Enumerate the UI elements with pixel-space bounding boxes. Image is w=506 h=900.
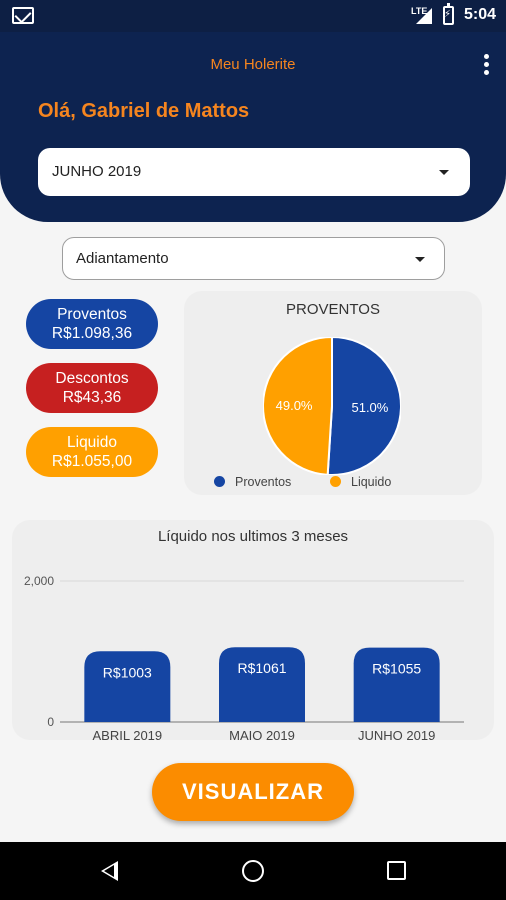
bar-data-label: R$1055	[372, 661, 421, 677]
proventos-badge: Proventos R$1.098,36	[26, 299, 158, 349]
visualizar-button[interactable]: VISUALIZAR	[152, 763, 354, 821]
bar-data-label: R$1003	[103, 664, 152, 680]
legend-label-proventos: Proventos	[235, 475, 292, 489]
dropdown-arrow-icon	[439, 170, 449, 175]
liquido-badge: Liquido R$1.055,00	[26, 427, 158, 477]
greeting: Olá, Gabriel de Mattos	[38, 100, 250, 122]
signal-icon	[416, 8, 432, 24]
status-time: 5:04	[464, 6, 497, 23]
liquido-label: Liquido	[67, 434, 117, 451]
descontos-value: R$43,36	[62, 389, 122, 406]
proventos-label: Proventos	[57, 306, 127, 323]
y-tick-label: 0	[47, 715, 54, 729]
legend-label-liquido: Liquido	[351, 475, 392, 489]
descontos-badge: Descontos R$43,36	[26, 363, 158, 413]
x-tick-label: JUNHO 2019	[358, 728, 435, 740]
network-type-label: LTE	[411, 6, 428, 16]
app-title: Meu Holerite	[210, 56, 296, 73]
month-select-value: JUNHO 2019	[52, 163, 142, 180]
navigation-bar	[0, 842, 506, 900]
legend-dot-proventos	[214, 476, 225, 487]
month-select[interactable]: JUNHO 2019	[38, 148, 470, 196]
proventos-value: R$1.098,36	[51, 325, 133, 342]
bar-2	[219, 647, 305, 722]
battery-charging-icon	[443, 3, 454, 25]
payment-type-select[interactable]: Adiantamento	[62, 237, 445, 280]
pie-slice-proventos	[326, 337, 401, 475]
bar-3	[353, 647, 440, 722]
legend-dot-liquido	[330, 476, 341, 487]
bar-chart-title: Líquido nos ultimos 3 meses	[157, 528, 349, 545]
bar-1	[84, 651, 171, 722]
x-tick-label: MAIO 2019	[229, 728, 295, 740]
status-bar: LTE 5:04	[0, 0, 506, 32]
bar-data-label: R$1061	[237, 660, 286, 676]
pie-chart-title: PROVENTOS	[286, 301, 380, 318]
home-icon[interactable]	[242, 860, 264, 882]
dropdown-arrow-icon	[415, 257, 425, 262]
back-icon[interactable]	[101, 861, 118, 881]
pie-chart: 51.0% 49.0%	[263, 337, 401, 475]
overflow-menu-icon[interactable]	[478, 52, 494, 80]
header: Meu Holerite Olá, Gabriel de Mattos JUNH…	[0, 32, 506, 222]
liquido-value: R$1.055,00	[51, 453, 133, 470]
payment-type-value: Adiantamento	[76, 250, 169, 267]
descontos-label: Descontos	[55, 370, 129, 387]
legend-item-liquido: Liquido	[330, 475, 391, 489]
mail-notification-icon	[12, 7, 34, 24]
bar-chart-card: Líquido nos ultimos 3 meses 2,000 0 R$1003…	[12, 520, 494, 740]
pie-chart-card: PROVENTOS 51.0% 49.0% Proventos Liquido	[184, 291, 482, 495]
pie-label-liquido: 49.0%	[276, 398, 313, 413]
legend-item-proventos: Proventos	[214, 475, 291, 489]
pie-label-proventos: 51.0%	[351, 400, 388, 415]
y-tick-label: 2,000	[24, 574, 54, 588]
pie-slice-liquido	[263, 337, 333, 475]
x-tick-label: ABRIL 2019	[93, 728, 163, 740]
bar-chart: 2,000 0 R$1003 ABRIL 2019 R$1061 MAIO 2019 R$1…	[24, 574, 464, 740]
recent-apps-icon[interactable]	[387, 861, 406, 880]
